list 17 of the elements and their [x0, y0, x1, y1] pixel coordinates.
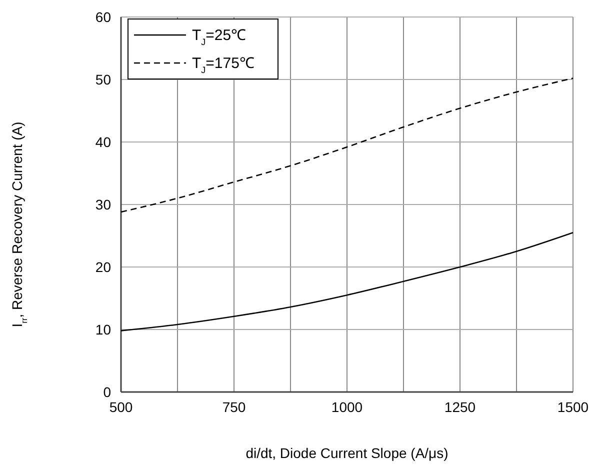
x-tick-label: 750 — [222, 399, 246, 415]
legend-label: T$_{J}$=25℃ — [192, 27, 246, 47]
y-tick-label: 10 — [95, 322, 112, 338]
y-tick-label: 50 — [95, 72, 112, 88]
x-tick-label: 1500 — [557, 399, 589, 415]
x-tick-label: 1250 — [444, 399, 476, 415]
x-axis-title: di/dt, Diode Current Slope (A/μs) — [246, 445, 448, 461]
y-tick-label: 20 — [95, 259, 112, 275]
line-series — [120, 232, 574, 332]
y-tick-label: 30 — [95, 196, 112, 212]
x-tick-label: 1000 — [331, 399, 363, 415]
line-series — [120, 78, 574, 213]
y-tick-label: 40 — [95, 134, 112, 150]
x-tick-label: 500 — [109, 399, 133, 415]
legend-label: T$_{J}$=175℃ — [192, 55, 254, 75]
y-tick-label: 60 — [95, 9, 112, 25]
y-tick-label: 0 — [103, 384, 112, 400]
